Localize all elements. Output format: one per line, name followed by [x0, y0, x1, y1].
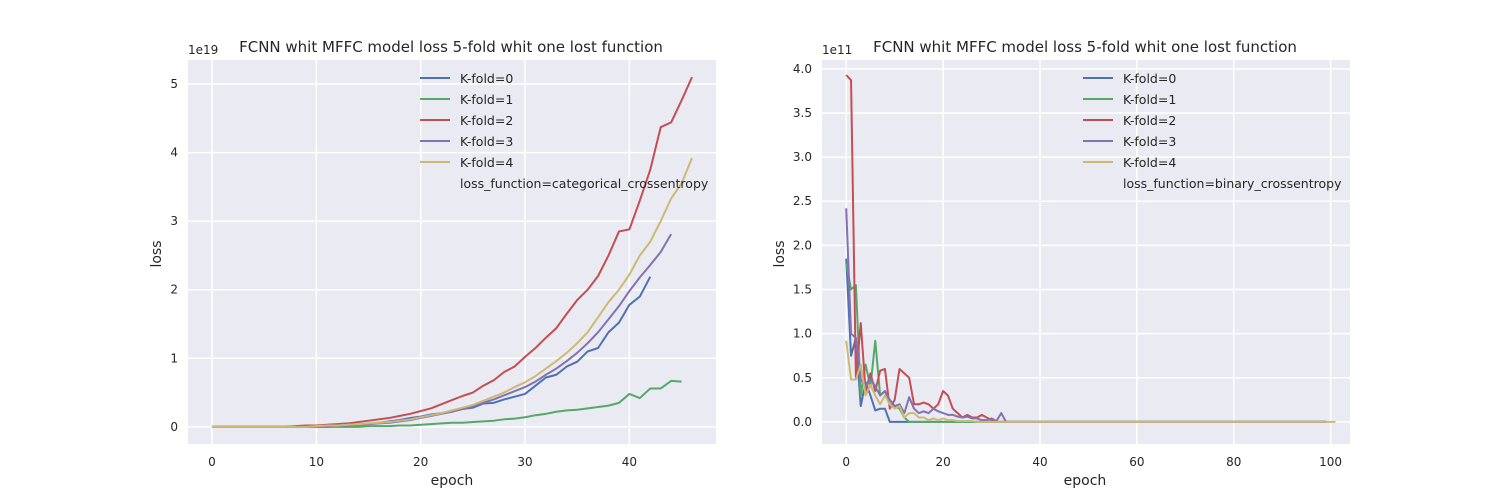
- left-y-scale-label: 1e19: [188, 43, 218, 57]
- right-y-tick-label-2: 1.0: [793, 327, 812, 341]
- left-legend: K-fold=0 K-fold=1 K-fold=2 K-fold=3 K-fo…: [420, 71, 709, 191]
- right-plot-area: [822, 60, 1350, 444]
- left-y-tick-label-3: 3: [170, 214, 178, 228]
- right-y-axis-label: loss: [772, 240, 788, 267]
- right-legend-label-1: K-fold=1: [1123, 92, 1176, 107]
- right-x-tick-label-5: 100: [1319, 455, 1342, 469]
- left-series-lines: [212, 76, 693, 428]
- right-x-tick-label-0: 0: [842, 455, 850, 469]
- right-y-tick-label-3: 1.5: [793, 283, 812, 297]
- left-legend-label-0: K-fold=0: [460, 71, 513, 86]
- left-y-tick-label-2: 2: [170, 283, 178, 297]
- right-legend-label-3: K-fold=3: [1123, 134, 1176, 149]
- right-y-tick-label-1: 0.5: [793, 371, 812, 385]
- right-y-tick-label-6: 3.0: [793, 150, 812, 164]
- right-chart-title: FCNN whit MFFC model loss 5-fold whit on…: [873, 38, 1297, 56]
- right-y-tick-label-4: 2.0: [793, 238, 812, 252]
- left-chart-title: FCNN whit MFFC model loss 5-fold whit on…: [239, 38, 663, 56]
- right-legend-note: loss_function=binary_crossentropy: [1123, 176, 1342, 191]
- right-y-scale-label: 1e11: [822, 43, 852, 57]
- left-y-tick-label-5: 5: [170, 77, 178, 91]
- left-x-tick-label-3: 30: [517, 455, 532, 469]
- left-legend-label-4: K-fold=4: [460, 155, 513, 170]
- left-plot-area: [188, 60, 716, 444]
- right-legend-label-0: K-fold=0: [1123, 71, 1176, 86]
- left-series-line-4: [212, 157, 693, 428]
- right-y-tick-label-8: 4.0: [793, 62, 812, 76]
- right-tick-labels: 0 20 40 60 80 100 0.0 0.5 1.0 1.5 2.0 2.5 3.0 3.5 4.0: [793, 62, 1342, 469]
- right-chart: FCNN whit MFFC model loss 5-fold whit on…: [772, 38, 1350, 489]
- left-legend-note: loss_function=categorical_crossentropy: [460, 176, 709, 191]
- left-chart: FCNN whit MFFC model loss 5-fold whit on…: [149, 38, 716, 489]
- left-y-axis-label: loss: [149, 240, 165, 267]
- right-legend-label-2: K-fold=2: [1123, 113, 1176, 128]
- right-x-tick-label-1: 20: [935, 455, 950, 469]
- right-legend-label-4: K-fold=4: [1123, 155, 1176, 170]
- left-legend-label-1: K-fold=1: [460, 92, 513, 107]
- right-x-axis-label: epoch: [1064, 473, 1107, 489]
- right-x-tick-label-2: 40: [1032, 455, 1047, 469]
- left-x-tick-label-2: 20: [413, 455, 428, 469]
- left-x-axis-label: epoch: [431, 473, 474, 489]
- right-y-tick-label-7: 3.5: [793, 106, 812, 120]
- right-series-lines: [845, 74, 1336, 423]
- left-tick-labels: 0 10 20 30 40 0 1 2 3 4 5: [170, 77, 637, 469]
- right-y-tick-label-0: 0.0: [793, 415, 812, 429]
- right-series-line-4: [845, 340, 1336, 423]
- left-y-tick-label-4: 4: [170, 146, 178, 160]
- left-x-tick-label-0: 0: [208, 455, 216, 469]
- right-x-tick-label-3: 60: [1129, 455, 1144, 469]
- left-y-tick-label-0: 0: [170, 420, 178, 434]
- left-legend-label-3: K-fold=3: [460, 134, 513, 149]
- right-x-tick-label-4: 80: [1226, 455, 1241, 469]
- left-y-tick-label-1: 1: [170, 351, 178, 365]
- right-legend: K-fold=0 K-fold=1 K-fold=2 K-fold=3 K-fo…: [1083, 71, 1342, 191]
- left-x-tick-label-1: 10: [309, 455, 324, 469]
- left-x-tick-label-4: 40: [622, 455, 637, 469]
- right-y-tick-label-5: 2.5: [793, 194, 812, 208]
- left-legend-label-2: K-fold=2: [460, 113, 513, 128]
